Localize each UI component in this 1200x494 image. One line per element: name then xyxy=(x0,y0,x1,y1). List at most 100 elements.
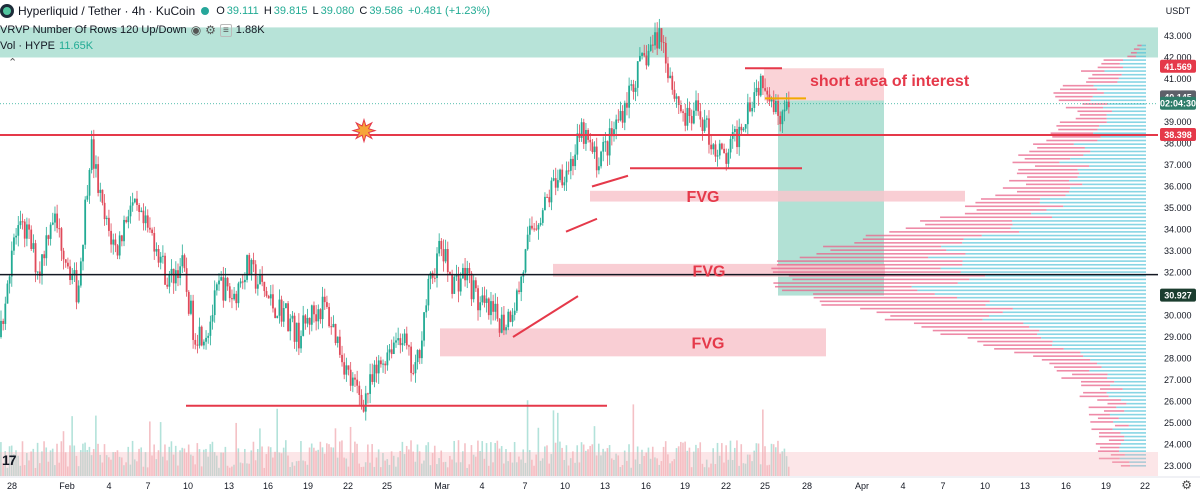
data-window-icon[interactable]: ≡ xyxy=(219,23,232,37)
volume-bar xyxy=(399,450,402,476)
candle-body xyxy=(695,100,697,111)
candle-body xyxy=(54,213,56,223)
vrvp-indicator-row[interactable]: VRVP Number Of Rows 120 Up/Down ◉ ⚙ ≡ 1.… xyxy=(0,23,265,37)
trend-line[interactable] xyxy=(565,217,598,233)
volume-profile-bar-up xyxy=(962,242,1146,244)
candle-body xyxy=(222,277,225,301)
candle-body xyxy=(84,199,87,245)
volume-bar xyxy=(682,442,684,476)
fvg-zone[interactable] xyxy=(590,190,965,202)
candle-body xyxy=(347,365,350,370)
trend-line[interactable] xyxy=(512,295,579,338)
volume-bar xyxy=(211,441,214,476)
volume-bar xyxy=(395,466,397,476)
price-tick-label: 25.000 xyxy=(1164,418,1192,428)
candle-body xyxy=(105,217,108,220)
volume-bar xyxy=(561,447,563,476)
volume-bar xyxy=(537,427,540,476)
volume-profile-bar-down xyxy=(819,300,990,303)
eye-icon[interactable]: ◉ xyxy=(190,23,202,37)
candle-body xyxy=(73,270,76,276)
volume-bar xyxy=(751,461,753,476)
volume-bar xyxy=(733,447,736,476)
volume-bar xyxy=(13,454,15,476)
volume-profile-bar-up xyxy=(1010,227,1146,230)
volume-profile-bar-up xyxy=(1107,103,1146,105)
candle-body xyxy=(196,344,199,346)
axis-settings-icon[interactable]: ⚙ xyxy=(1181,478,1192,492)
volume-bar xyxy=(578,462,581,476)
volume-profile-bar-up xyxy=(960,271,1146,273)
volume-bar xyxy=(265,454,268,476)
candle-body xyxy=(207,335,210,338)
volume-bar xyxy=(684,441,686,476)
candle-body xyxy=(41,254,43,276)
candle-body xyxy=(379,360,382,365)
volume-profile-bar-up xyxy=(1130,465,1146,467)
candle-body xyxy=(123,219,125,242)
candle-body xyxy=(755,87,758,93)
volume-profile-bar-up xyxy=(1106,114,1146,116)
volume-profile-bar-down xyxy=(884,318,983,321)
candle-body xyxy=(576,133,579,155)
candle-body xyxy=(185,268,188,292)
candle-body xyxy=(649,44,652,51)
volume-bar xyxy=(118,456,121,476)
volume-bar xyxy=(779,453,781,476)
candle-body xyxy=(770,99,773,102)
volume-bar xyxy=(725,445,727,476)
symbol-title[interactable]: Hyperliquid / Tether · 4h · KuCoin xyxy=(18,4,196,18)
candle-body xyxy=(401,343,404,346)
high-value: 39.815 xyxy=(273,5,308,17)
volume-bar xyxy=(127,446,130,476)
volume-bar xyxy=(375,457,378,476)
collapse-chevron-icon[interactable]: ⌃ xyxy=(8,57,18,69)
volume-bar xyxy=(649,458,652,476)
candle-body xyxy=(472,280,475,300)
candle-body xyxy=(170,268,173,275)
volume-indicator-label[interactable]: Vol · HYPE xyxy=(0,40,56,52)
high-label: H xyxy=(263,5,272,17)
low-label: L xyxy=(312,5,319,17)
short-area-zone[interactable] xyxy=(764,68,884,101)
volume-profile-bar-down xyxy=(830,249,947,251)
settings-icon[interactable]: ⚙ xyxy=(205,23,216,37)
low-value: 39.080 xyxy=(320,5,355,17)
fvg-zone[interactable] xyxy=(553,263,885,277)
volume-bar xyxy=(623,450,626,476)
candle-body xyxy=(67,262,69,267)
vrvp-indicator-label[interactable]: VRVP Number Of Rows 120 Up/Down xyxy=(0,24,187,36)
candle-body xyxy=(71,275,74,281)
volume-bar xyxy=(515,462,518,476)
time-tick-label: 4 xyxy=(479,481,484,491)
volume-bar xyxy=(535,454,538,476)
candle-body xyxy=(215,284,218,291)
volume-bar xyxy=(658,464,661,476)
volume-profile-bar-down xyxy=(862,238,964,240)
volume-indicator-row[interactable]: Vol · HYPE 11.65K xyxy=(0,40,93,52)
supply-zone[interactable] xyxy=(0,27,1158,58)
candle-body xyxy=(120,235,123,242)
volume-bar xyxy=(433,445,436,476)
candle-body xyxy=(479,302,482,311)
volume-profile-bar-down xyxy=(821,304,986,306)
volume-profile-bar-down xyxy=(1133,48,1140,50)
volume-bar xyxy=(714,463,717,476)
time-tick-label: Apr xyxy=(855,481,869,491)
trend-line[interactable] xyxy=(591,174,629,188)
time-tick-label: 22 xyxy=(1140,481,1150,491)
candle-body xyxy=(28,224,30,230)
volume-bar xyxy=(161,456,164,476)
volume-bar xyxy=(136,461,138,476)
volume-profile-bar-down xyxy=(1079,395,1109,398)
volume-bar xyxy=(403,454,406,476)
volume-bar xyxy=(438,458,440,476)
candle-body xyxy=(334,323,337,344)
fvg-zone[interactable] xyxy=(440,328,826,357)
volume-profile-bar-down xyxy=(1077,110,1112,113)
volume-profile-bar-up xyxy=(1019,231,1146,233)
candle-body xyxy=(781,111,784,125)
volume-bar xyxy=(164,444,166,476)
